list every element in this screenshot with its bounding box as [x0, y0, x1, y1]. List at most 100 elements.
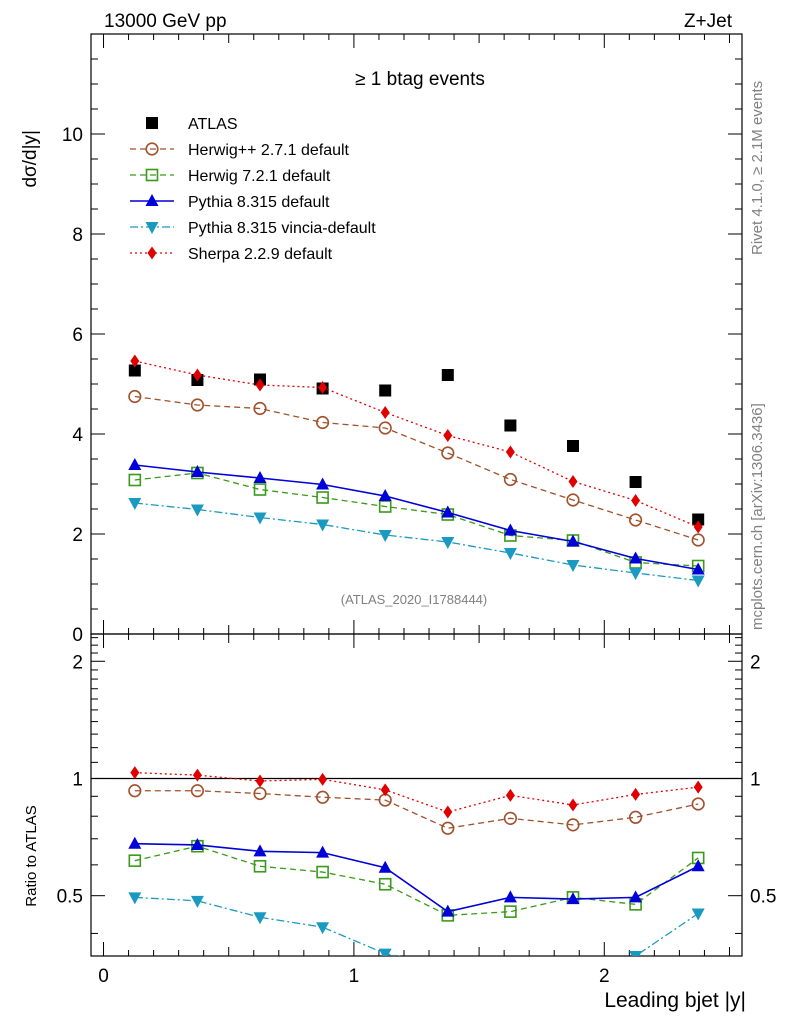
data-point-pythia-8-315-default	[378, 489, 392, 501]
data-point-sherpa-2-2-9-default	[130, 354, 140, 368]
y-tick-label: 0	[72, 625, 83, 646]
data-point-pythia-8-315-default	[128, 458, 142, 470]
ratio-point-pythia-8-315-vincia-default	[566, 989, 579, 1001]
series-line-herwig-2-7-1-default	[134, 395, 699, 541]
data-point-sherpa-2-2-9-default	[192, 368, 202, 382]
ratio-y-tick-label: 0.5	[57, 887, 83, 908]
x-tick-label: 2	[599, 966, 610, 987]
ratio-point-herwig-2-7-1-default	[628, 810, 643, 824]
series-line-sherpa-2-2-9-default	[134, 360, 699, 528]
ratio-point-sherpa-2-2-9-default	[631, 787, 641, 801]
data-point-pythia-8-315-vincia-default	[566, 560, 580, 572]
data-point-herwig-2-7-1-default	[378, 421, 392, 435]
ratio-point-herwig-2-7-1-default	[190, 784, 205, 798]
ratio-line-herwig-2-7-1-default	[134, 790, 699, 829]
ratio-point-pythia-8-315-default	[629, 890, 643, 903]
ratio-point-herwig-2-7-1-default	[566, 818, 580, 832]
data-point-herwig-7-2-1-default	[253, 483, 267, 496]
data-point-pythia-8-315-default	[503, 523, 517, 536]
ratio-point-sherpa-2-2-9-default	[568, 798, 578, 812]
y-tick-label: 2	[72, 525, 83, 546]
ratio-point-sherpa-2-2-9-default	[130, 766, 140, 780]
energy-label: 13000 GeV pp	[104, 11, 227, 32]
series-line-pythia-8-315-default	[134, 464, 699, 571]
data-point-herwig-2-7-1-default	[628, 513, 643, 527]
data-point-pythia-8-315-default	[316, 477, 330, 490]
legend-marker-herwig-7-2-1-default	[145, 168, 159, 182]
ratio-y-tick-label-right: 0.5	[750, 887, 776, 908]
ratio-series-group	[128, 766, 705, 1001]
ratio-point-herwig-2-7-1-default	[503, 811, 517, 825]
ratio-point-herwig-2-7-1-default	[253, 786, 267, 801]
ratio-point-sherpa-2-2-9-default	[443, 805, 453, 819]
legend-marker-pythia-8-315-vincia-default	[145, 222, 159, 234]
ratio-point-pythia-8-315-default	[128, 836, 142, 849]
legend: ATLAS Herwig++ 2.7.1 default Herwig 7.2.1 …	[130, 116, 376, 263]
data-point-atlas	[128, 364, 141, 377]
data-point-atlas	[441, 369, 454, 381]
analysis-id: (ATLAS_2020_I1788444)	[341, 592, 487, 607]
x-axis-label: Leading bjet |y|	[604, 989, 746, 1012]
data-point-pythia-8-315-vincia-default	[128, 498, 142, 510]
data-point-sherpa-2-2-9-default	[568, 475, 578, 488]
ratio-point-pythia-8-315-vincia-default	[128, 892, 142, 905]
ratio-point-herwig-2-7-1-default	[691, 797, 705, 811]
data-point-pythia-8-315-vincia-default	[378, 530, 392, 542]
data-point-herwig-7-2-1-default	[316, 491, 329, 504]
data-point-herwig-2-7-1-default	[503, 472, 517, 487]
x-tick-label: 0	[98, 966, 109, 987]
ratio-point-pythia-8-315-default	[441, 904, 455, 917]
ratio-point-herwig-2-7-1-default	[316, 790, 330, 804]
ratio-point-sherpa-2-2-9-default	[255, 774, 265, 788]
data-point-atlas	[692, 513, 705, 526]
ratio-point-pythia-8-315-default	[691, 859, 705, 872]
data-point-sherpa-2-2-9-default	[318, 381, 328, 394]
legend-marker-herwig-2-7-1-default	[145, 142, 159, 156]
data-point-atlas	[504, 419, 517, 432]
ratio-point-herwig-7-2-1-default	[253, 859, 267, 873]
data-point-pythia-8-315-vincia-default	[691, 575, 705, 588]
data-point-pythia-8-315-default	[190, 465, 204, 477]
data-point-herwig-2-7-1-default	[566, 493, 580, 507]
y-tick-label: 10	[62, 125, 83, 146]
ratio-point-pythia-8-315-default	[503, 890, 517, 903]
series-line-pythia-8-315-vincia-default	[134, 502, 699, 582]
side-label-bottom: mcplots.cern.ch [arXiv:1306.3436]	[749, 403, 766, 630]
ratio-line-pythia-8-315-default	[134, 842, 699, 913]
ratio-point-herwig-7-2-1-default	[504, 905, 517, 918]
ratio-y-tick-label-right: 2	[750, 652, 761, 673]
data-point-pythia-8-315-default	[253, 471, 267, 483]
ratio-y-tick-label: 2	[72, 652, 83, 673]
ratio-point-herwig-7-2-1-default	[128, 854, 142, 867]
ratio-line-herwig-7-2-1-default	[134, 845, 699, 917]
ratio-point-herwig-2-7-1-default	[128, 784, 142, 798]
data-point-sherpa-2-2-9-default	[693, 520, 703, 534]
ratio-point-sherpa-2-2-9-default	[318, 772, 328, 786]
data-point-herwig-2-7-1-default	[316, 415, 330, 430]
ratio-point-pythia-8-315-vincia-default	[629, 951, 643, 956]
chart-title: ≥ 1 btag events	[355, 69, 485, 90]
data-point-herwig-2-7-1-default	[128, 389, 142, 404]
data-point-pythia-8-315-vincia-default	[629, 568, 643, 580]
ratio-point-pythia-8-315-vincia-default	[504, 977, 517, 989]
data-point-herwig-2-7-1-default	[253, 401, 267, 416]
y-axis-label: dσ/d|y|	[20, 130, 41, 188]
data-point-pythia-8-315-default	[629, 551, 643, 564]
data-point-atlas	[379, 384, 392, 397]
legend-label-sherpa-2-2-9-default: Sherpa 2.2.9 default	[188, 246, 333, 263]
ratio-point-pythia-8-315-vincia-default	[190, 895, 204, 908]
ratio-point-pythia-8-315-vincia-default	[441, 961, 454, 973]
ratio-point-sherpa-2-2-9-default	[505, 788, 515, 802]
legend-label-atlas: ATLAS	[188, 116, 238, 133]
data-point-pythia-8-315-default	[441, 505, 455, 518]
data-point-herwig-2-7-1-default	[691, 533, 705, 547]
legend-marker-atlas	[146, 117, 158, 129]
ratio-line-pythia-8-315-vincia-default	[134, 896, 699, 956]
y-tick-label: 4	[72, 425, 83, 446]
ratio-panel: 0.5 0.5 1 1 2 2 0 1 2	[57, 633, 776, 1001]
data-point-herwig-2-7-1-default	[190, 398, 205, 412]
ratio-point-pythia-8-315-vincia-default	[253, 912, 267, 925]
data-point-sherpa-2-2-9-default	[380, 406, 390, 419]
ratio-point-pythia-8-315-default	[316, 845, 330, 858]
